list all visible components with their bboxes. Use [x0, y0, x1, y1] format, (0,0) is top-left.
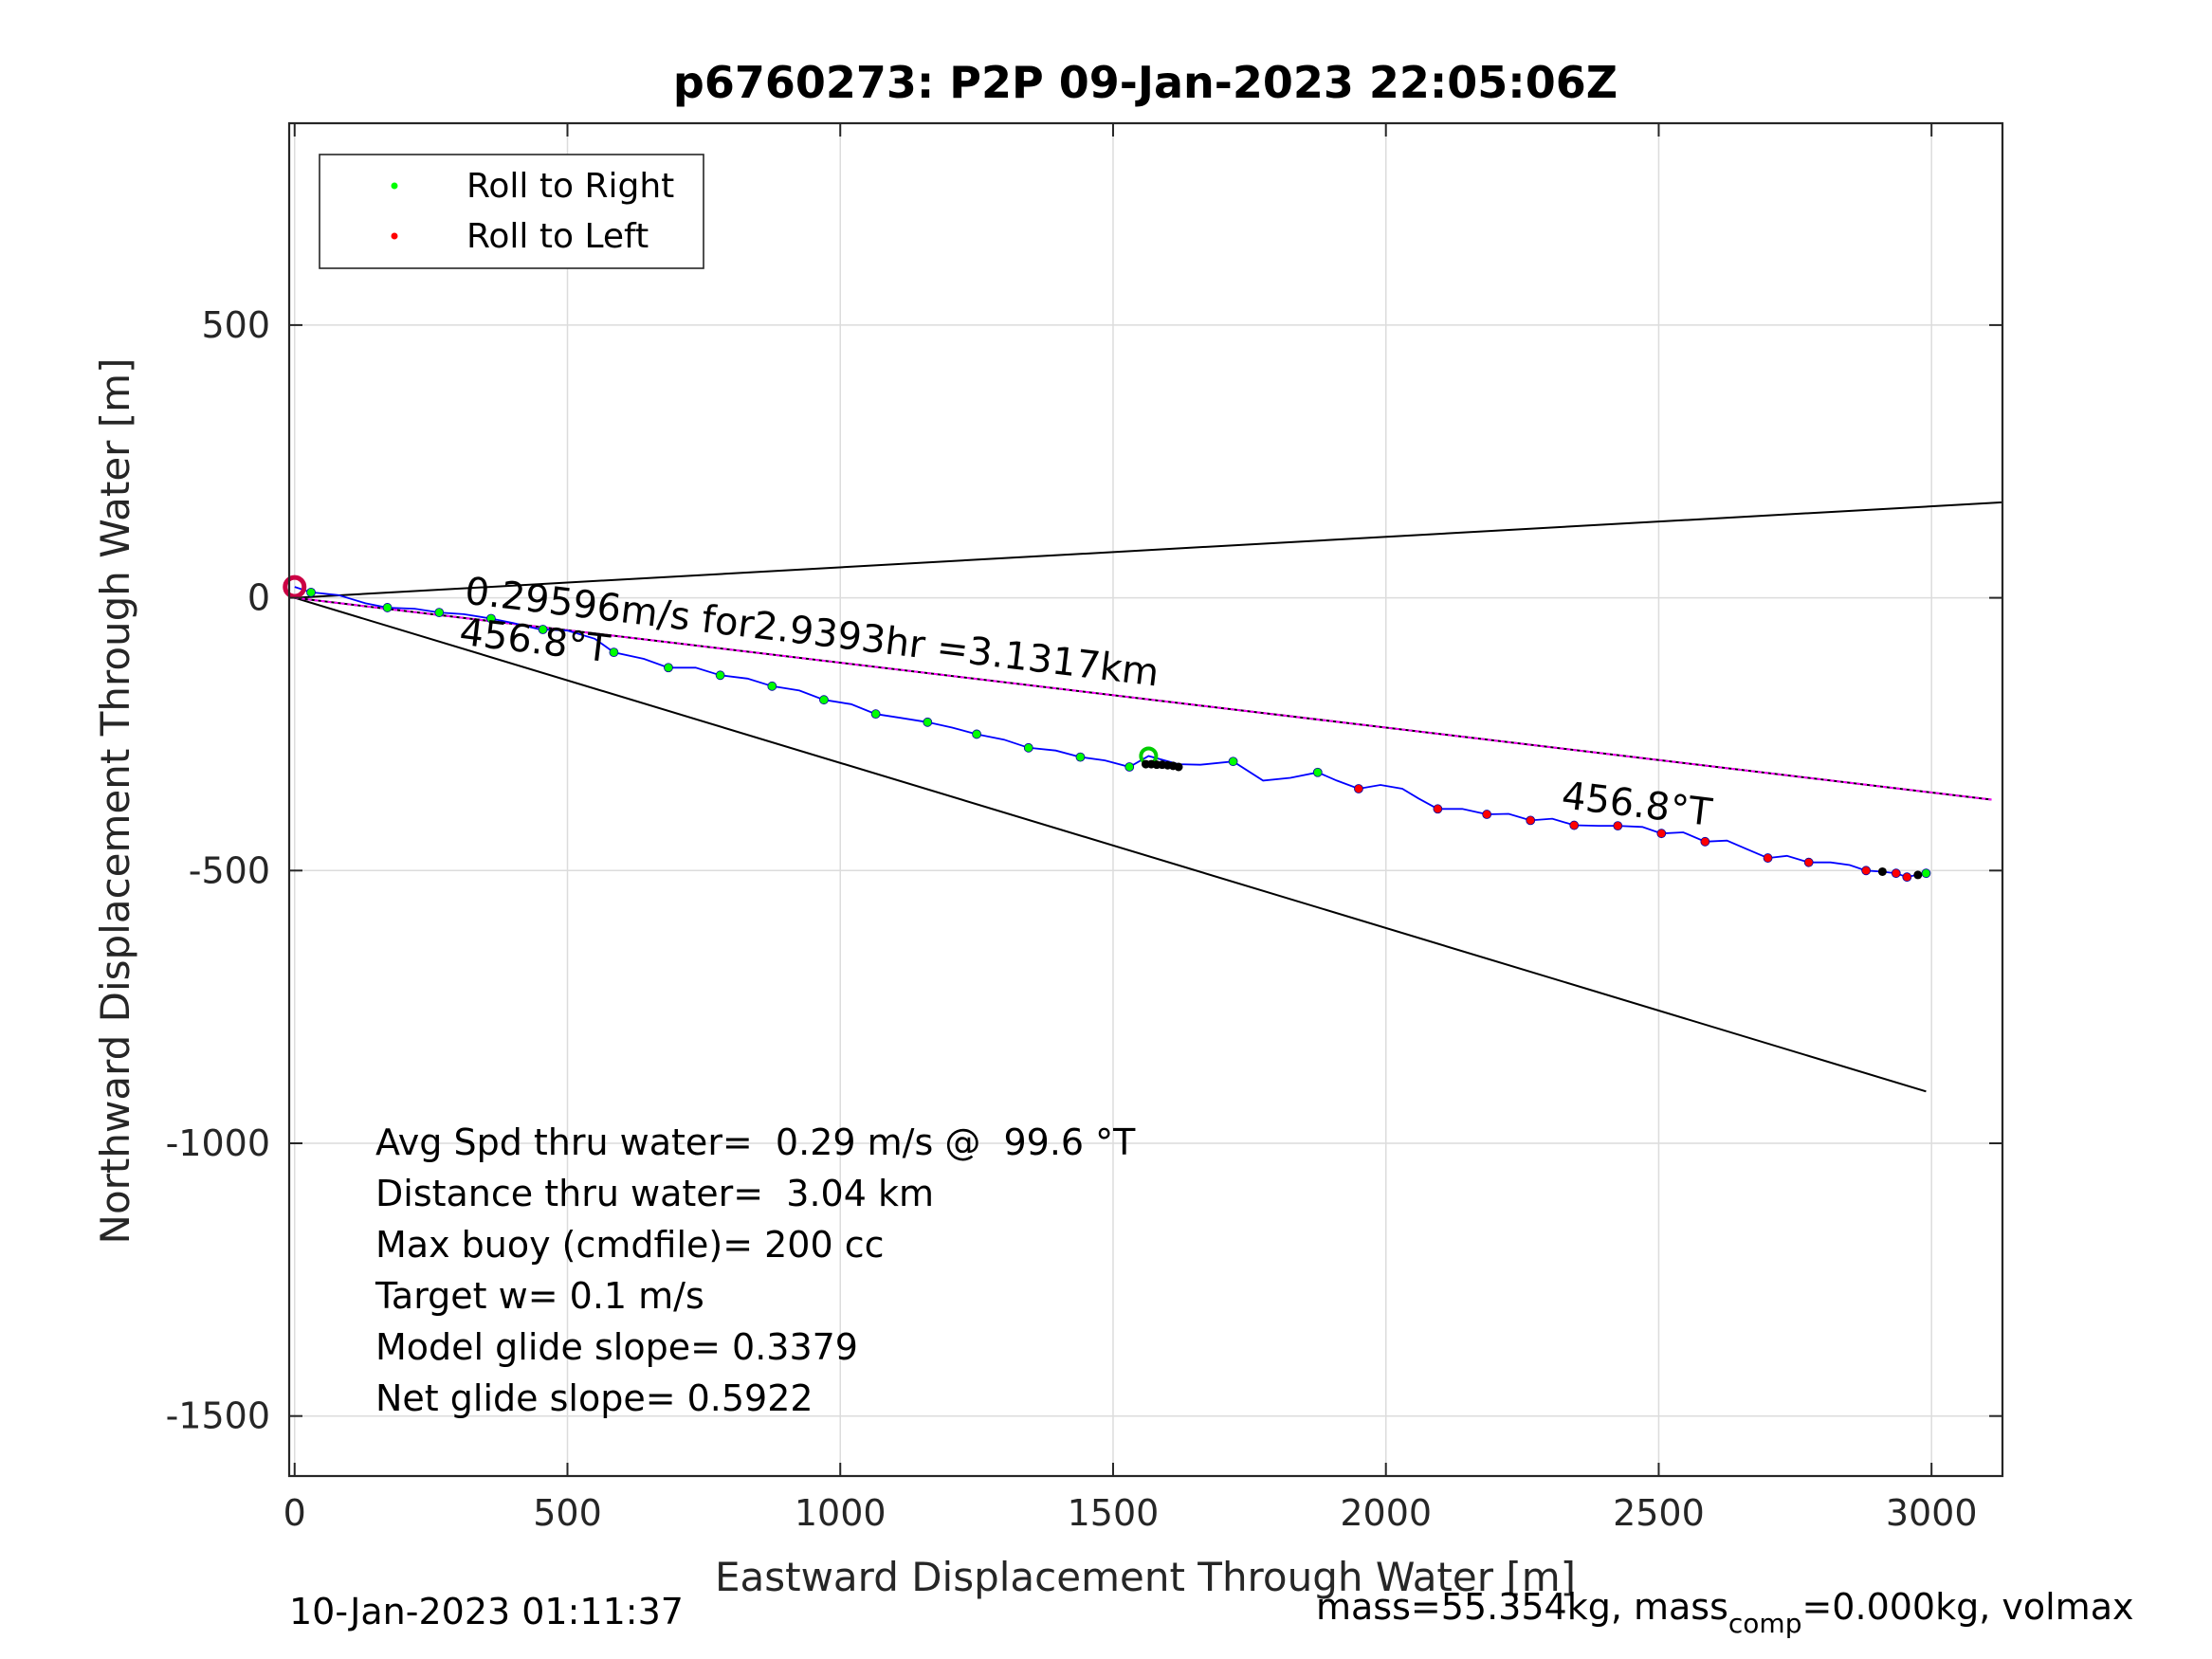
roll-left-point: [1803, 857, 1814, 867]
footer-mass-prefix: mass=55.354kg, mass: [1316, 1586, 1728, 1628]
roll-right-point: [664, 663, 673, 673]
y-axis-label: Northward Displacement Through Water [m]: [92, 358, 138, 1245]
roll-right-point: [1312, 767, 1323, 777]
footer-timestamp: 10-Jan-2023 01:11:37: [289, 1591, 684, 1632]
roll-right-point: [1075, 752, 1086, 762]
roll-left-point: [1613, 821, 1623, 831]
y-tick-label: 0: [247, 577, 270, 619]
y-tick-label: -1000: [166, 1122, 270, 1164]
x-tick-label: 2500: [1613, 1492, 1705, 1534]
y-tick-label: 500: [201, 304, 270, 346]
legend-box: [319, 154, 704, 269]
tick-layer: 0 500 1000 1500 2000 2500 3000 500 0 -500 -1000 -15…: [166, 123, 2002, 1534]
roll-left-point: [1891, 868, 1901, 879]
roll-right-point: [1124, 762, 1135, 772]
roll-points: [283, 574, 1931, 883]
x-tick-label: 1500: [1068, 1492, 1160, 1534]
stats-line-distance: Distance thru water= 3.04 km: [375, 1173, 934, 1214]
roll-right-point: [306, 587, 316, 597]
roll-left-point: [1656, 829, 1667, 839]
roll-right-point: [1228, 757, 1238, 767]
black-point: [1174, 762, 1183, 772]
legend: Roll to Right Roll to Left: [319, 154, 704, 269]
roll-left-point: [1861, 866, 1872, 876]
legend-marker-roll-left: [391, 232, 398, 240]
roll-right-point: [1921, 868, 1931, 879]
roll-left-point: [1763, 853, 1773, 863]
x-tick-label: 500: [533, 1492, 602, 1534]
roll-right-point: [972, 729, 982, 739]
stats-line-model-glide: Model glide slope= 0.3379: [375, 1326, 858, 1368]
roll-right-point: [767, 681, 777, 691]
roll-right-point: [609, 647, 619, 658]
axes-box: [287, 121, 2004, 1478]
legend-label-roll-right: Roll to Right: [466, 167, 674, 206]
grid: [289, 123, 2002, 1476]
stats-line-target-w: Target w= 0.1 m/s: [375, 1275, 704, 1317]
roll-left-point: [1433, 804, 1443, 814]
roll-right-point: [870, 709, 881, 720]
roll-left-point: [1482, 810, 1492, 819]
footer-mass-subscript: comp: [1728, 1608, 1802, 1639]
legend-label-roll-left: Roll to Left: [466, 217, 649, 256]
plot-area: [289, 123, 2002, 1476]
roll-right-point: [715, 670, 725, 681]
start-marker: [283, 574, 307, 599]
stats-line-max-buoy: Max buoy (cmdfile)= 200 cc: [375, 1224, 885, 1266]
roll-right-point: [923, 717, 933, 727]
roll-left-point: [1569, 820, 1580, 830]
y-tick-label: -1500: [166, 1395, 270, 1437]
x-tick-label: 3000: [1886, 1492, 1978, 1534]
roll-right-point: [819, 695, 829, 705]
footer-mass-suffix: =0.000kg, volmax: [1801, 1586, 2133, 1628]
roll-left-point: [1354, 784, 1363, 793]
black-point: [1913, 870, 1923, 880]
x-axis-label: Eastward Displacement Through Water [m]: [715, 1554, 1576, 1600]
chart-title: p6760273: P2P 09-Jan-2023 22:05:06Z: [673, 57, 1618, 108]
roll-left-point: [1526, 815, 1536, 826]
roll-right-point: [382, 603, 393, 612]
roll-left-point: [1902, 872, 1912, 883]
roll-right-point: [434, 608, 445, 618]
y-tick-label: -500: [189, 849, 270, 891]
legend-marker-roll-right: [391, 182, 398, 190]
heading-line: [294, 596, 1927, 1093]
roll-right-point: [1023, 742, 1033, 753]
black-point: [1877, 866, 1887, 876]
stats-line-avg-speed: Avg Spd thru water= 0.29 m/s @ 99.6 °T: [375, 1121, 1136, 1163]
mean-track-line: [294, 596, 1992, 801]
heading-line: [294, 501, 2003, 599]
heading-lines: [294, 501, 2003, 1093]
roll-right-point: [486, 613, 496, 624]
x-tick-label: 1000: [795, 1492, 887, 1534]
roll-left-point: [1700, 836, 1710, 847]
x-tick-label: 2000: [1340, 1492, 1432, 1534]
roll-right-point: [538, 625, 548, 634]
stats-line-net-glide: Net glide slope= 0.5922: [375, 1377, 814, 1419]
stats-block: Avg Spd thru water= 0.29 m/s @ 99.6 °T D…: [375, 1121, 1136, 1419]
footer-mass-info: mass=55.354kg, masscomp=0.000kg, volmax: [1316, 1586, 2133, 1639]
x-tick-label: 0: [283, 1492, 306, 1534]
